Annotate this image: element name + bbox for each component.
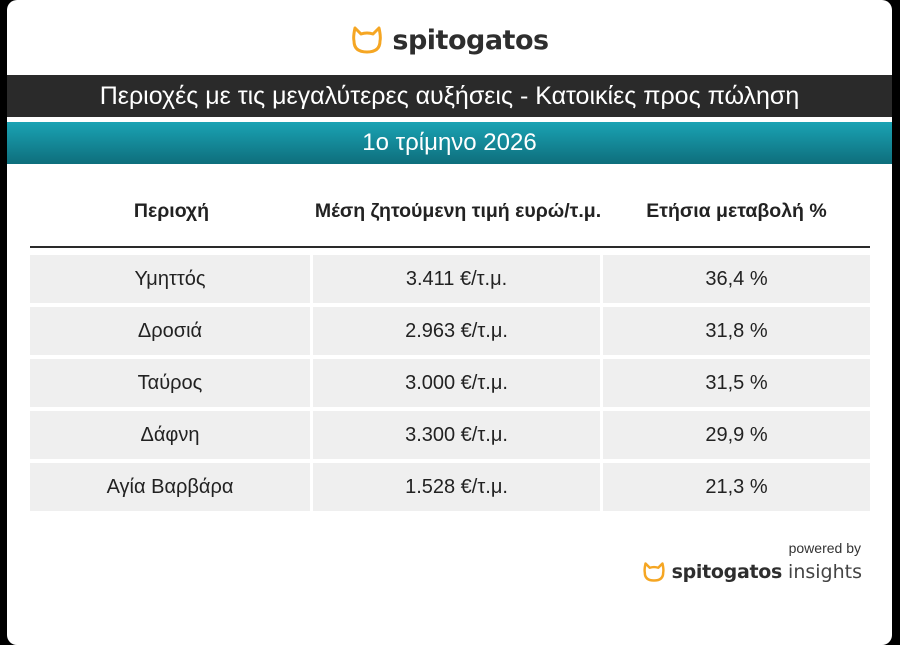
- cat-icon: [352, 26, 383, 54]
- area-cell: Δάφνη: [30, 411, 310, 459]
- price-cell: 3.000 €/τ.μ.: [313, 359, 600, 407]
- insights-logo: spitogatos insights: [642, 558, 862, 586]
- period-subtitle: 1ο τρίμηνο 2026: [7, 122, 892, 164]
- table-header: Περιοχή Μέση ζητούμενη τιμή ευρώ/τ.μ. Ετ…: [30, 176, 870, 248]
- table-row: Αγία Βαρβάρα 1.528 €/τ.μ. 21,3 %: [30, 463, 870, 511]
- column-header-area: Περιοχή: [133, 200, 210, 222]
- change-cell: 29,9 %: [603, 411, 870, 459]
- area-cell: Αγία Βαρβάρα: [30, 463, 310, 511]
- column-header-price: Μέση ζητούμενη τιμή ευρώ/τ.μ.: [314, 200, 602, 222]
- footer-brand-suffix: insights: [788, 561, 862, 583]
- footer-brand-name: spitogatos: [671, 561, 783, 583]
- area-cell: Δροσιά: [30, 307, 310, 355]
- change-cell: 36,4 %: [603, 255, 870, 303]
- brand-logo: spitogatos: [7, 22, 892, 58]
- change-cell: 31,8 %: [603, 307, 870, 355]
- column-header-change: Ετήσια μεταβολή %: [646, 200, 827, 222]
- price-cell: 2.963 €/τ.μ.: [313, 307, 600, 355]
- price-cell: 3.300 €/τ.μ.: [313, 411, 600, 459]
- change-cell: 21,3 %: [603, 463, 870, 511]
- table-row: Δάφνη 3.300 €/τ.μ. 29,9 %: [30, 411, 870, 459]
- page-title: Περιοχές με τις μεγαλύτερες αυξήσεις - Κ…: [7, 75, 892, 117]
- table-row: Δροσιά 2.963 €/τ.μ. 31,8 %: [30, 307, 870, 355]
- area-cell: Ταύρος: [30, 359, 310, 407]
- price-cell: 1.528 €/τ.μ.: [313, 463, 600, 511]
- table-row: Υμηττός 3.411 €/τ.μ. 36,4 %: [30, 255, 870, 303]
- powered-by-label: powered by: [788, 540, 861, 556]
- table-row: Ταύρος 3.000 €/τ.μ. 31,5 %: [30, 359, 870, 407]
- brand-name: spitogatos: [392, 24, 549, 56]
- area-cell: Υμηττός: [30, 255, 310, 303]
- price-cell: 3.411 €/τ.μ.: [313, 255, 600, 303]
- change-cell: 31,5 %: [603, 359, 870, 407]
- infographic-card: spitogatos Περιοχές με τις μεγαλύτερες α…: [7, 0, 892, 645]
- cat-icon: [642, 562, 665, 582]
